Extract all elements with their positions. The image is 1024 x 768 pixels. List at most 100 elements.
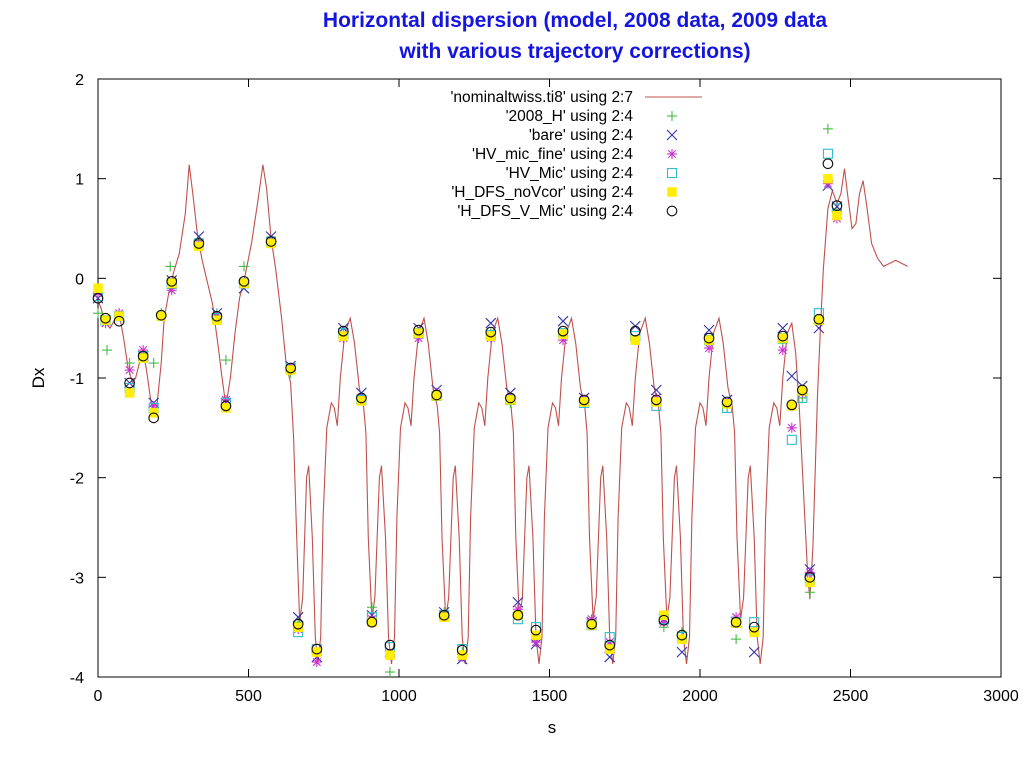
point-h-dfs-v-mic: [413, 324, 424, 336]
y-tick-label: -2: [70, 471, 84, 488]
x-tick-label: 0: [94, 688, 103, 705]
x-tick-label: 500: [235, 688, 262, 705]
point-h-dfs-v-mic: [292, 618, 304, 630]
point-h-dfs-v-mic: [748, 621, 760, 633]
point-bare: [703, 324, 715, 336]
point-h-dfs-v-mic: [786, 399, 798, 411]
point-h-dfs-v-mic: [113, 315, 125, 327]
legend: 'nominaltwiss.ti8' using 2:7 '2008_H' usi…: [450, 89, 702, 220]
point-h-dfs-v-mic: [505, 392, 516, 404]
x-tick-label: 3000: [983, 688, 1019, 705]
point-bare: [786, 370, 798, 382]
point-hv-mic-fine: [311, 657, 322, 668]
y-tick-label: 2: [75, 72, 84, 89]
point-2008-h: [822, 123, 833, 134]
point-2008-h: [238, 261, 249, 272]
point-hv-mic-fine: [777, 345, 788, 356]
point-h-dfs-novcor: [194, 241, 204, 252]
point-h-dfs-v-mic: [137, 350, 149, 362]
point-h-dfs-novcor: [385, 650, 395, 660]
point-h-dfs-novcor: [832, 210, 842, 221]
legend-label-h-dfs-novcor: 'H_DFS_noVcor' using 2:4: [451, 184, 633, 201]
point-h-dfs-v-mic: [604, 639, 616, 651]
legend-swatch-2008-h: [667, 111, 677, 121]
point-h-dfs-v-mic: [730, 616, 742, 628]
point-h-dfs-v-mic: [438, 609, 450, 621]
point-h-dfs-v-mic: [193, 238, 205, 249]
point-h-dfs-v-mic: [124, 377, 135, 389]
point-h-dfs-novcor: [212, 315, 222, 325]
point-h-dfs-v-mic: [337, 325, 349, 337]
point-h-dfs-novcor: [124, 388, 135, 398]
point-h-dfs-v-mic: [356, 392, 367, 404]
point-h-dfs-v-mic: [822, 158, 834, 170]
point-h-dfs-novcor: [356, 396, 367, 406]
point-h-dfs-v-mic: [148, 412, 160, 424]
plot-area: [92, 123, 908, 678]
point-2008-h: [731, 634, 742, 645]
point-hv-mic: [749, 617, 760, 628]
point-bare: [748, 646, 760, 658]
chart-title-line2: with various trajectory corrections): [398, 40, 750, 63]
point-bare: [485, 317, 497, 329]
point-h-dfs-novcor: [630, 335, 641, 345]
point-hv-mic-fine: [124, 365, 135, 376]
point-h-dfs-novcor: [558, 329, 568, 339]
y-tick-label: 1: [75, 172, 84, 189]
point-bare: [831, 201, 843, 212]
point-h-dfs-novcor: [93, 283, 103, 294]
point-hv-mic-fine: [786, 422, 797, 433]
point-hv-mic: [822, 148, 833, 159]
point-h-dfs-v-mic: [265, 236, 277, 247]
point-h-dfs-v-mic: [211, 310, 223, 322]
y-tick-label: -1: [70, 371, 84, 388]
point-h-dfs-v-mic: [384, 639, 396, 651]
point-h-dfs-v-mic: [485, 326, 497, 338]
chart-title-line1: Horizontal dispersion (model, 2008 data,…: [323, 9, 827, 32]
x-tick-label: 2000: [682, 688, 718, 705]
legend-label-hv-mic-fine: 'HV_mic_fine' using 2:4: [472, 146, 633, 163]
point-bare: [676, 646, 688, 658]
point-hv-mic: [786, 434, 797, 445]
point-2008-h: [384, 667, 395, 678]
point-h-dfs-novcor: [312, 647, 322, 657]
point-h-dfs-v-mic: [629, 325, 641, 337]
point-h-dfs-v-mic: [456, 644, 468, 656]
x-tick-label: 1000: [381, 688, 417, 705]
point-h-dfs-v-mic: [703, 332, 715, 344]
point-h-dfs-v-mic: [796, 384, 808, 396]
legend-swatch-h-dfs-v-mic: [666, 205, 678, 217]
legend-label-2008-h: '2008_H' using 2:4: [506, 108, 634, 125]
point-2008-h: [148, 358, 159, 369]
y-tick-label: -4: [70, 670, 84, 687]
legend-swatch-h-dfs-novcor: [667, 187, 677, 197]
legend-swatch-hv-mic: [666, 167, 678, 179]
point-h-dfs-novcor: [293, 622, 303, 632]
point-h-dfs-v-mic: [166, 275, 178, 287]
point-h-dfs-v-mic: [804, 571, 816, 583]
point-h-dfs-v-mic: [92, 292, 104, 304]
point-h-dfs-v-mic: [813, 313, 825, 325]
x-axis-label: s: [548, 718, 557, 737]
point-h-dfs-v-mic: [512, 609, 524, 621]
x-tick-label: 2500: [833, 688, 869, 705]
point-h-dfs-v-mic: [777, 330, 789, 342]
point-2008-h: [93, 308, 103, 319]
legend-label-hv-mic: 'HV_Mic' using 2:4: [506, 165, 634, 182]
legend-swatch-bare: [666, 129, 678, 141]
point-h-dfs-novcor: [823, 173, 833, 184]
point-h-dfs-v-mic: [220, 400, 232, 412]
legend-swatch-hv-mic-fine: [667, 149, 677, 159]
point-h-dfs-v-mic: [100, 312, 111, 324]
point-h-dfs-v-mic: [557, 325, 569, 337]
legend-label-bare: 'bare' using 2:4: [529, 127, 634, 144]
point-h-dfs-novcor: [413, 328, 424, 338]
legend-label-model: 'nominaltwiss.ti8' using 2:7: [450, 89, 633, 106]
legend-label-h-dfs-v-mic: 'H_DFS_V_Mic' using 2:4: [457, 203, 633, 220]
point-h-dfs-novcor: [486, 331, 496, 341]
point-h-dfs-v-mic: [831, 200, 843, 211]
y-tick-label: 0: [75, 271, 84, 288]
series-line-model: [97, 164, 908, 665]
point-h-dfs-novcor: [604, 644, 615, 654]
